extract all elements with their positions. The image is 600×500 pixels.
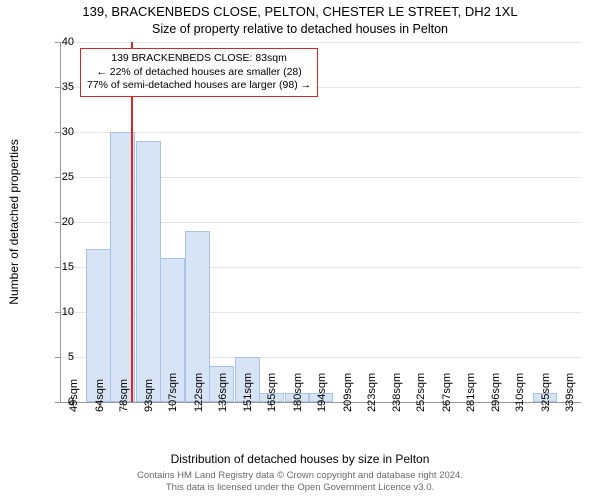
xtick-label: 267sqm — [441, 373, 453, 412]
ytick-label: 20 — [44, 216, 74, 228]
title-main: 139, BRACKENBEDS CLOSE, PELTON, CHESTER … — [0, 4, 600, 19]
xtick-label: 238sqm — [391, 373, 403, 412]
xtick-label: 122sqm — [193, 373, 205, 412]
chart-container: 139, BRACKENBEDS CLOSE, PELTON, CHESTER … — [0, 0, 600, 500]
xtick-label: 151sqm — [242, 373, 254, 412]
xtick-label: 252sqm — [415, 373, 427, 412]
annotation-line3: 77% of semi-detached houses are larger (… — [87, 79, 311, 93]
ytick-label: 35 — [44, 81, 74, 93]
xtick-label: 310sqm — [514, 373, 526, 412]
footer-line2: This data is licensed under the Open Gov… — [166, 482, 434, 493]
footer: Contains HM Land Registry data © Crown c… — [0, 470, 600, 494]
xtick-label: 136sqm — [217, 373, 229, 412]
ytick-label: 15 — [44, 261, 74, 273]
histogram-bar — [136, 141, 161, 402]
annotation-line2: ← 22% of detached houses are smaller (28… — [87, 66, 311, 80]
xtick-label: 339sqm — [564, 373, 576, 412]
gridline — [61, 132, 581, 133]
xtick-label: 325sqm — [540, 373, 552, 412]
xtick-label: 49sqm — [68, 379, 80, 412]
xtick-label: 78sqm — [118, 379, 130, 412]
ytick-label: 25 — [44, 171, 74, 183]
xtick-label: 296sqm — [490, 373, 502, 412]
xtick-label: 165sqm — [266, 373, 278, 412]
xtick-label: 93sqm — [143, 379, 155, 412]
xtick-label: 107sqm — [167, 373, 179, 412]
ytick-label: 5 — [44, 351, 74, 363]
gridline — [61, 42, 581, 43]
xtick-label: 223sqm — [366, 373, 378, 412]
ytick-label: 30 — [44, 126, 74, 138]
xtick-label: 194sqm — [316, 373, 328, 412]
ytick-label: 40 — [44, 36, 74, 48]
xtick-label: 209sqm — [342, 373, 354, 412]
footer-line1: Contains HM Land Registry data © Crown c… — [137, 470, 463, 481]
xtick-label: 281sqm — [465, 373, 477, 412]
ytick-label: 10 — [44, 306, 74, 318]
title-sub: Size of property relative to detached ho… — [0, 22, 600, 36]
xtick-label: 180sqm — [292, 373, 304, 412]
annotation-box: 139 BRACKENBEDS CLOSE: 83sqm ← 22% of de… — [80, 48, 318, 97]
xtick-label: 64sqm — [94, 379, 106, 412]
x-axis-label: Distribution of detached houses by size … — [0, 452, 600, 466]
annotation-line1: 139 BRACKENBEDS CLOSE: 83sqm — [87, 52, 311, 66]
y-axis-label: Number of detached properties — [7, 139, 21, 304]
